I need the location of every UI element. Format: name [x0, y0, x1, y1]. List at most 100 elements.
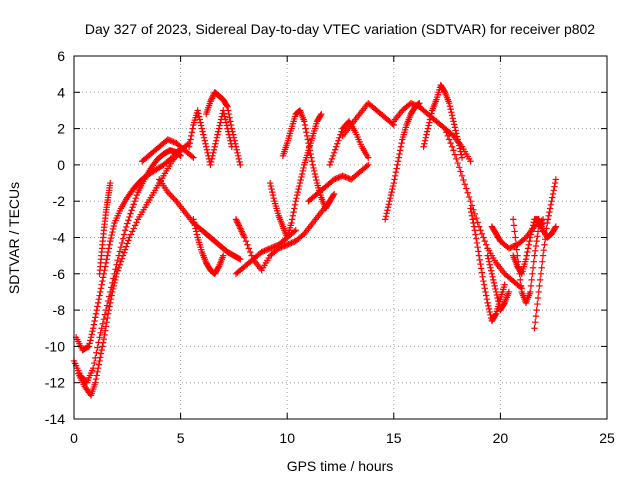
data-point — [229, 131, 237, 138]
data-point — [167, 191, 174, 199]
data-point — [539, 258, 546, 265]
data-point — [236, 255, 243, 262]
data-point — [529, 264, 537, 271]
data-point — [127, 210, 134, 217]
data-point — [447, 139, 454, 147]
data-point — [294, 188, 302, 196]
data-point — [388, 188, 395, 196]
data-point — [526, 237, 533, 245]
data-point — [224, 103, 231, 111]
data-point — [481, 285, 488, 292]
data-point — [330, 149, 338, 156]
data-point — [547, 201, 555, 209]
data-point — [96, 334, 103, 341]
data-point — [298, 173, 305, 181]
data-point — [123, 223, 130, 231]
data-point — [258, 248, 265, 256]
data-point — [234, 220, 242, 228]
data-point — [513, 246, 520, 253]
data-point — [454, 159, 461, 167]
data-point — [267, 182, 275, 190]
data-point — [485, 305, 493, 313]
data-point — [491, 282, 498, 290]
data-point — [268, 244, 275, 251]
data-point — [467, 205, 474, 212]
data-point — [487, 264, 494, 271]
data-point — [223, 102, 230, 109]
series-arc-h — [190, 216, 227, 277]
data-point — [326, 161, 334, 169]
data-point — [211, 143, 218, 150]
data-point — [119, 235, 127, 242]
data-point — [192, 225, 199, 232]
data-point — [188, 153, 196, 160]
data-point — [240, 232, 248, 240]
data-point — [443, 129, 450, 136]
data-point — [534, 228, 542, 235]
data-point — [238, 228, 245, 235]
data-point — [91, 359, 98, 367]
data-point — [394, 161, 401, 169]
data-point — [239, 231, 247, 238]
data-point — [289, 239, 297, 246]
data-point — [453, 155, 460, 163]
data-point — [544, 216, 552, 223]
data-point — [395, 154, 402, 161]
series-arc-i — [232, 198, 334, 274]
data-point — [94, 299, 102, 307]
series-arc-f — [185, 107, 235, 169]
x-tick-labels: 0 5 10 15 20 25 — [70, 430, 615, 446]
data-point — [227, 121, 235, 129]
data-point — [187, 136, 194, 143]
data-point — [387, 194, 394, 202]
data-point — [125, 217, 132, 224]
data-point — [527, 231, 535, 238]
data-point — [262, 247, 270, 254]
data-point — [549, 194, 556, 201]
data-point — [551, 183, 558, 190]
data-point — [199, 128, 206, 135]
data-point — [342, 173, 349, 181]
data-point — [517, 269, 525, 276]
data-point — [510, 222, 518, 229]
data-point — [335, 174, 342, 181]
data-point — [487, 267, 495, 274]
data-point — [465, 193, 473, 201]
x-tick-label: 25 — [599, 430, 615, 446]
data-point — [116, 261, 124, 268]
data-point — [298, 170, 306, 178]
data-point — [91, 317, 98, 325]
data-point — [528, 276, 535, 284]
data-point — [201, 137, 208, 144]
data-point — [301, 121, 309, 129]
data-point — [194, 107, 201, 114]
data-point — [550, 187, 557, 194]
data-point — [87, 337, 94, 344]
data-point — [261, 247, 268, 255]
data-point — [532, 242, 540, 250]
data-point — [493, 291, 501, 299]
data-point — [386, 198, 393, 205]
data-point — [171, 196, 179, 203]
data-point — [288, 219, 295, 227]
data-point — [486, 261, 493, 268]
data-point — [108, 292, 115, 299]
data-point — [186, 139, 194, 147]
data-point — [92, 379, 99, 386]
data-point — [103, 256, 110, 263]
data-point — [212, 140, 219, 147]
data-point — [384, 207, 391, 214]
data-point — [244, 241, 251, 248]
y-tick-labels: -14 -12 -10 -8 -6 -4 -2 0 2 4 6 — [45, 48, 65, 427]
series-arc-m — [305, 161, 372, 205]
data-point — [293, 191, 301, 199]
data-point — [104, 314, 111, 322]
y-tick-label: -14 — [45, 411, 65, 427]
data-point — [448, 131, 456, 138]
data-point — [312, 173, 319, 181]
data-point — [303, 129, 310, 136]
data-point — [529, 222, 537, 229]
data-point — [475, 248, 482, 255]
data-point — [100, 315, 108, 323]
data-point — [457, 148, 464, 155]
